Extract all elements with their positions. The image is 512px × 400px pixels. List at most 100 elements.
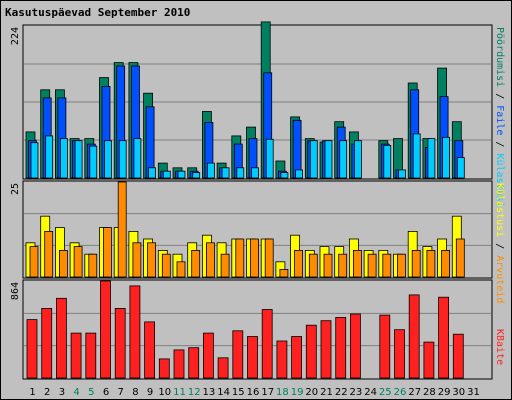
bars-layer (25, 21, 465, 379)
x-tick-label: 10 (158, 387, 171, 398)
bar-kbytes (349, 313, 361, 379)
x-tick-label: 9 (147, 387, 153, 398)
legend-sep-2: / (494, 135, 505, 153)
bar-files (292, 119, 302, 179)
x-tick-label: 2 (44, 387, 50, 398)
middle-max-label: 25 (10, 183, 21, 195)
x-tick-label: 22 (335, 387, 348, 398)
x-tick-label: 30 (452, 387, 465, 398)
bar-kbytes (261, 309, 273, 379)
bar-hits (118, 140, 127, 179)
bar-visitors (73, 246, 83, 278)
x-tick-label: 25 (379, 387, 392, 398)
bar-visitors (220, 253, 230, 278)
bar-visitors (264, 238, 274, 278)
x-tick-label: 23 (350, 387, 363, 398)
bar-hits (442, 136, 451, 179)
middle-panel-frame (22, 180, 493, 279)
chart-title: Kasutuspäevad September 2010 (5, 6, 190, 19)
bar-kbytes (394, 329, 405, 379)
bar-visitors (352, 249, 362, 278)
bottom-panel-frame (22, 279, 493, 380)
bar-hits (133, 138, 142, 179)
bar-visitors (323, 253, 333, 278)
bar-kbytes (202, 332, 214, 379)
bar-visitors (29, 246, 39, 278)
bar-visitors (59, 249, 68, 278)
bar-visitors (161, 253, 171, 278)
bar-kbytes (70, 332, 82, 379)
x-tick-label: 1 (29, 387, 35, 398)
bottom-legend: KBaite (494, 329, 505, 365)
bar-visitors (103, 227, 112, 278)
bar-kbytes (320, 320, 332, 379)
x-tick-label: 3 (59, 387, 65, 398)
bar-visitors (147, 242, 157, 278)
bar-visitors (176, 261, 186, 278)
middle-legend: Külastusi / Arvuteid (494, 183, 505, 303)
bar-visitors (88, 253, 98, 278)
bar-visitors (132, 242, 142, 278)
bar-kbytes (305, 324, 317, 379)
legend-sep-1: / (494, 87, 505, 105)
x-tick-label: 20 (305, 387, 318, 398)
legend-hits: Külastusi (494, 153, 505, 207)
bar-visitors (455, 238, 465, 278)
bar-hits (192, 172, 201, 179)
x-tick-label: 7 (118, 387, 124, 398)
bar-hits (265, 138, 274, 179)
bar-visitors (235, 238, 245, 278)
bar-hits (104, 140, 112, 179)
bar-kbytes (438, 296, 450, 379)
x-tick-label: 6 (103, 387, 109, 398)
bar-hits (30, 142, 39, 179)
legend-visitors: Arvuteid (494, 255, 505, 303)
bar-kbytes (85, 332, 97, 379)
bar-hits (236, 167, 245, 179)
bar-visitors (426, 249, 436, 278)
bar-kbytes (114, 307, 126, 379)
x-tick-label: 15 (232, 387, 245, 398)
bar-kbytes (232, 330, 244, 379)
bar-kbytes (173, 349, 185, 379)
bar-visitors (411, 249, 421, 278)
bar-hits (383, 144, 392, 179)
bar-kbytes (408, 294, 420, 379)
bar-hits (45, 135, 54, 179)
bar-visitors (191, 249, 201, 278)
bar-kbytes (291, 336, 303, 379)
bar-kbytes (335, 316, 347, 379)
legend-visits: Külastusi (494, 183, 505, 237)
x-tick-label: 29 (438, 387, 451, 398)
x-tick-label: 21 (320, 387, 333, 398)
x-tick-label: 13 (203, 387, 216, 398)
bar-kbytes (188, 347, 200, 379)
top-panel-frame (22, 24, 493, 180)
x-tick-label: 28 (423, 387, 436, 398)
x-tick-label: 31 (467, 387, 480, 398)
bar-hits (280, 172, 289, 179)
bar-kbytes (144, 321, 156, 379)
bar-hits (456, 157, 465, 179)
bar-kbytes (247, 336, 258, 379)
bar-visitors (308, 253, 318, 278)
bar-kbytes (423, 341, 435, 379)
bar-visitors (397, 253, 406, 278)
bar-kbytes (26, 319, 38, 379)
bar-kbytes (276, 340, 288, 379)
bar-kbytes (56, 297, 67, 379)
bar-hits (60, 138, 68, 179)
bar-kbytes (100, 280, 111, 379)
bar-hits (89, 145, 98, 179)
bar-hits (427, 138, 436, 179)
grid-layer (24, 63, 491, 347)
x-tick-label: 26 (394, 387, 407, 398)
x-tick-label: 24 (364, 387, 377, 398)
legend-kbytes: KBaite (494, 329, 505, 365)
bar-hits (206, 162, 215, 179)
bar-visitors (338, 253, 348, 278)
bar-visitors (117, 181, 127, 278)
bar-hits (74, 140, 83, 179)
bar-hits (251, 167, 259, 179)
